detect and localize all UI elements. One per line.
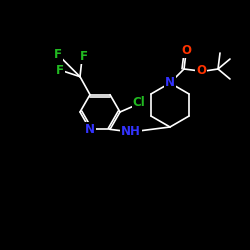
Text: F: F [56,64,64,77]
Text: NH: NH [121,125,141,138]
Text: O: O [181,44,191,58]
Text: F: F [54,48,62,61]
Text: N: N [85,123,95,136]
Text: N: N [165,76,175,90]
Text: O: O [196,64,206,78]
Text: F: F [80,50,88,63]
Text: Cl: Cl [132,96,145,110]
